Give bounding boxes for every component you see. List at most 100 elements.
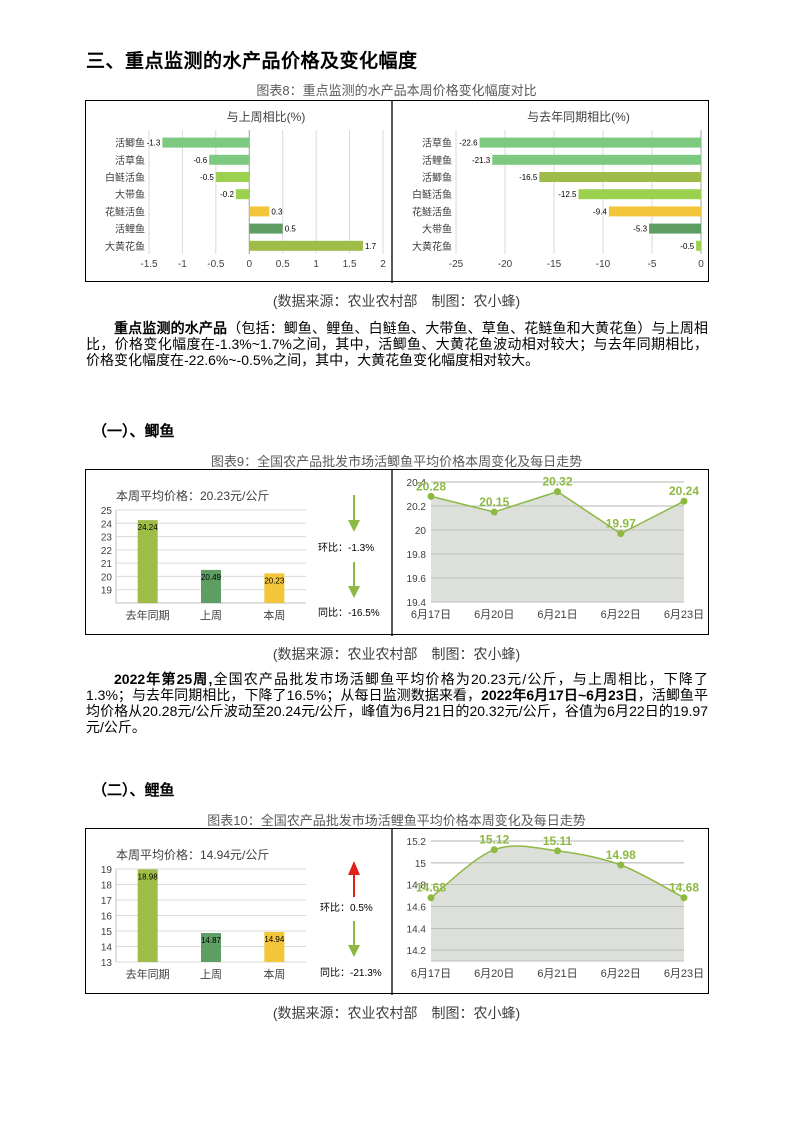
heading-carp: （二）、鲤鱼 bbox=[92, 782, 175, 799]
y-tick-label: 24 bbox=[101, 519, 113, 530]
data-label: -0.2 bbox=[220, 190, 234, 199]
arrow-down-icon-head bbox=[348, 586, 360, 598]
bar bbox=[235, 189, 250, 200]
figure9-frame: 19 20 21 22 23 24 25 24.24 去年同期 20.49 上周 20.23 本周 19… bbox=[85, 469, 709, 636]
x-tick-label: 2 bbox=[380, 259, 386, 270]
data-label: -0.5 bbox=[200, 173, 214, 182]
data-point bbox=[680, 894, 688, 902]
data-label: -0.5 bbox=[680, 242, 694, 251]
data-label: 19.97 bbox=[606, 517, 636, 531]
data-label: 14.68 bbox=[669, 881, 699, 895]
data-point bbox=[490, 508, 498, 516]
data-label: 14.87 bbox=[201, 936, 222, 945]
chart-crucian-avg: 19 20 21 22 23 24 25 24.24 去年同期 20.49 上周 20.23 本周 bbox=[101, 495, 360, 622]
carp-avg-label: 本周平均价格：14.94元/公斤 bbox=[116, 848, 270, 862]
y-tick-label: 20 bbox=[101, 572, 113, 583]
x-tick-label: 0 bbox=[247, 259, 253, 270]
x-tick-label: -20 bbox=[498, 259, 513, 270]
y-tick-label: 19.8 bbox=[407, 550, 427, 561]
y-tick-label: 13 bbox=[101, 958, 113, 969]
bar bbox=[264, 931, 285, 962]
x-tick-label: 6月17日 bbox=[411, 609, 451, 621]
y-tick-label: 17 bbox=[101, 896, 113, 907]
data-label: 20.24 bbox=[669, 484, 699, 498]
para2-bold-dates: 2022年6月17日~6月23日 bbox=[481, 687, 638, 703]
y-tick-label: 16 bbox=[101, 912, 113, 923]
x-tick-label: -1 bbox=[178, 259, 187, 270]
data-label: -5.3 bbox=[633, 225, 647, 234]
x-tick-label: 6月23日 bbox=[664, 968, 704, 980]
x-tick-label: 1.5 bbox=[343, 259, 357, 270]
section-title: 三、重点监测的水产品价格及变化幅度 bbox=[86, 51, 418, 72]
y-tick-label: 22 bbox=[101, 546, 113, 557]
category-label: 大黄花鱼 bbox=[412, 240, 452, 253]
figure9-source: (数据来源：农业农村部 制图：农小蜂) bbox=[272, 646, 521, 662]
x-tick-label: 6月20日 bbox=[474, 968, 514, 980]
y-tick-label: 19.6 bbox=[407, 574, 427, 585]
crucian-hb-label: 环比：-1.3% bbox=[318, 543, 375, 554]
x-tick-label: -1.5 bbox=[140, 259, 158, 270]
carp-daily-area bbox=[431, 845, 684, 961]
x-tick-label: 去年同期 bbox=[126, 608, 170, 622]
para2-bold-week: 2022年第25周, bbox=[114, 671, 213, 687]
data-point bbox=[554, 847, 561, 855]
y-tick-label: 19 bbox=[101, 586, 113, 597]
chart-title: 与去年同期相比(%) bbox=[527, 110, 630, 124]
figure8-source: (数据来源：农业农村部 制图：农小蜂) bbox=[272, 293, 521, 309]
heading-crucian: （一）、鲫鱼 bbox=[92, 423, 175, 440]
data-label: 14.98 bbox=[606, 848, 636, 862]
category-label: 大带鱼 bbox=[422, 223, 452, 236]
category-label: 花鲢活鱼 bbox=[105, 205, 145, 218]
category-label: 活鲤鱼 bbox=[422, 154, 452, 167]
bar bbox=[479, 137, 701, 148]
x-tick-label: 6月17日 bbox=[411, 968, 451, 980]
bar bbox=[137, 520, 158, 603]
x-tick-label: 上周 bbox=[200, 609, 222, 622]
chart-year-change: 与去年同期相比(%) -25 -20 -15 -10 -5 0 活草鱼 -22.6 活鲤鱼 -21.… bbox=[412, 110, 704, 270]
x-tick-label: 6月20日 bbox=[474, 609, 514, 621]
figure10-frame: 13 14 15 16 17 18 19 18.98 去年同期 14.87 上周 14.94 本周 14… bbox=[85, 828, 709, 995]
data-label: 14.68 bbox=[416, 881, 446, 895]
category-label: 活鲫鱼 bbox=[422, 171, 452, 184]
bar bbox=[215, 172, 250, 182]
category-label: 花鲢活鱼 bbox=[412, 205, 452, 218]
chart-carp-avg: 13 14 15 16 17 18 19 18.98 去年同期 14.87 上周 14.94 本周 bbox=[101, 861, 360, 981]
y-tick-label: 20.4 bbox=[407, 478, 427, 489]
data-label: -1.3 bbox=[147, 139, 161, 148]
y-tick-label: 14.4 bbox=[407, 924, 427, 935]
data-label: 20.49 bbox=[201, 573, 222, 582]
data-label: -16.5 bbox=[519, 173, 538, 182]
data-point bbox=[427, 492, 435, 500]
y-tick-label: 23 bbox=[101, 533, 113, 544]
x-tick-label: 6月21日 bbox=[537, 609, 577, 621]
arrow-down-icon-head bbox=[348, 945, 360, 957]
bar bbox=[209, 154, 250, 165]
data-label: -21.3 bbox=[472, 156, 491, 165]
bar bbox=[578, 189, 701, 200]
y-tick-label: 14.2 bbox=[407, 946, 427, 957]
y-tick-label: 15 bbox=[415, 859, 427, 870]
x-tick-label: 6月22日 bbox=[601, 968, 641, 980]
y-tick-label: 14 bbox=[101, 943, 113, 954]
figure8-caption: 图表8：重点监测的水产品本周价格变化幅度对比 bbox=[256, 83, 537, 98]
bar bbox=[649, 223, 701, 234]
carp-hb-label: 环比：0.5% bbox=[320, 903, 373, 914]
para2-text2: ，活鲫鱼平均价格从20.28元/公斤波动至20.24元/公斤，峰值为6月21日的… bbox=[86, 687, 708, 735]
x-tick-label: 0 bbox=[698, 259, 704, 270]
y-tick-label: 18 bbox=[101, 881, 113, 892]
x-tick-label: -25 bbox=[449, 259, 464, 270]
data-point bbox=[554, 488, 561, 496]
y-tick-label: 14.6 bbox=[407, 902, 427, 913]
data-point bbox=[617, 530, 625, 538]
data-label: -12.5 bbox=[558, 190, 577, 199]
bar bbox=[249, 240, 363, 251]
bar bbox=[249, 223, 283, 234]
x-tick-label: 6月23日 bbox=[664, 609, 704, 621]
y-tick-label: 15.2 bbox=[407, 837, 427, 848]
crucian-tb-label: 同比：-16.5% bbox=[318, 608, 380, 619]
data-point bbox=[617, 861, 625, 869]
bar bbox=[539, 172, 701, 182]
x-tick-label: 0.5 bbox=[276, 259, 290, 270]
data-label: 15.11 bbox=[543, 834, 573, 848]
category-label: 活鲤鱼 bbox=[115, 223, 145, 236]
